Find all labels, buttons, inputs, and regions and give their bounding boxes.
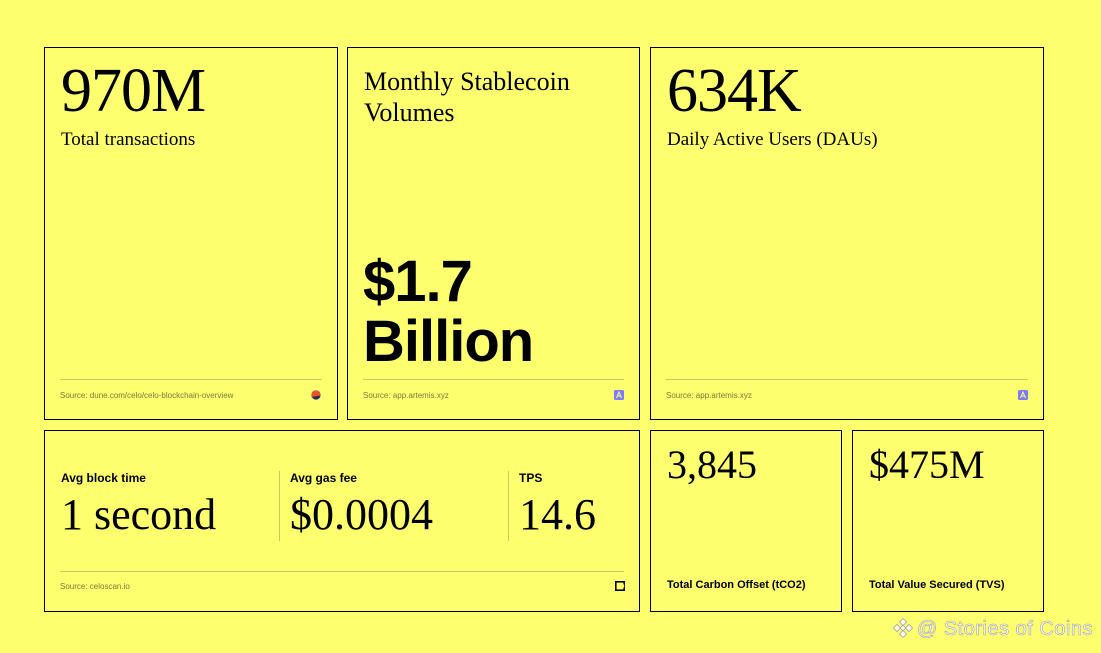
source-link[interactable]: Source: dune.com/celo/celo-blockchain-ov… [60,391,234,400]
source-link[interactable]: Source: app.artemis.xyz [363,391,449,400]
stablecoin-hero-value: $1.7 Billion [363,249,534,374]
total-transactions-label: Total transactions [61,129,196,150]
source-link[interactable]: Source: app.artemis.xyz [666,391,752,400]
artemis-logo-icon [614,390,624,400]
avg-block-time-metric: Avg block time 1 second [61,471,216,537]
metric-label: Avg block time [61,471,146,485]
metric-divider [508,471,509,541]
carbon-offset-label: Total Carbon Offset (tCO2) [667,579,806,591]
metric-label: TPS [519,471,543,485]
artemis-logo-icon [1018,390,1028,400]
carbon-offset-card: 3,845 Total Carbon Offset (tCO2) [650,430,842,612]
metric-label: Avg gas fee [290,471,357,485]
metric-value: $0.0004 [290,490,433,539]
watermark: @ Stories of Coins [892,617,1093,641]
source-divider [363,379,624,380]
dune-logo-icon [311,390,321,400]
stablecoin-title: Monthly Stablecoin Volumes [364,67,570,127]
source-divider [666,379,1028,380]
binance-square-icon [892,617,914,639]
tps-metric: TPS 14.6 [519,471,596,537]
metric-value: 1 second [61,490,217,539]
daily-active-users-label: Daily Active Users (DAUs) [667,129,878,150]
metric-divider [279,471,280,541]
network-metrics-card: Avg block time 1 second Avg gas fee $0.0… [44,430,640,612]
celoscan-logo-icon [615,581,625,591]
metric-value: 14.6 [519,490,596,539]
watermark-text: @ Stories of Coins [916,618,1093,641]
daily-active-users-card: 634K Daily Active Users (DAUs) Source: a… [650,47,1044,420]
source-link[interactable]: Source: celoscan.io [60,582,130,591]
total-value-secured-card: $475M Total Value Secured (TVS) [852,430,1044,612]
stablecoin-hero-unit: Billion [363,309,534,374]
total-value-secured-label: Total Value Secured (TVS) [869,579,1005,591]
total-transactions-value: 970M [61,57,206,125]
total-value-secured-value: $475M [869,442,985,487]
source-divider [60,379,322,380]
source-divider [60,571,624,572]
stablecoin-hero-amount: $1.7 [363,249,473,314]
carbon-offset-value: 3,845 [667,442,757,487]
total-transactions-card: 970M Total transactions Source: dune.com… [44,47,338,420]
avg-gas-fee-metric: Avg gas fee $0.0004 [290,471,433,537]
stablecoin-volumes-card: Monthly Stablecoin Volumes $1.7 Billion … [347,47,640,420]
daily-active-users-value: 634K [667,57,802,125]
